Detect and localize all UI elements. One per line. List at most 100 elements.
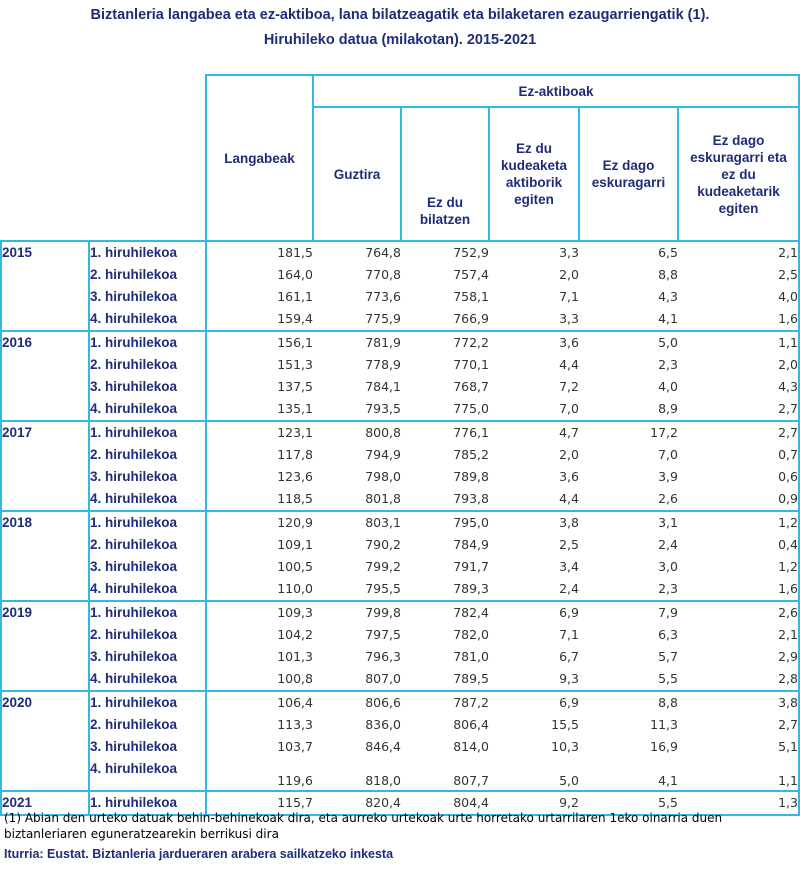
quarter-cell: 2. hiruhilekoa bbox=[89, 534, 207, 556]
quarter-cell: 2. hiruhilekoa bbox=[89, 354, 207, 376]
value-cell: 768,7 bbox=[453, 379, 489, 394]
value-cell: 123,6 bbox=[277, 469, 313, 484]
value-cell: 1,1 bbox=[678, 758, 800, 791]
value-cell: 6,5 bbox=[579, 240, 678, 264]
value-cell: 5,0 bbox=[579, 330, 678, 354]
year-cell bbox=[0, 668, 90, 691]
value-cell: 799,8 bbox=[313, 600, 401, 624]
value-cell: 109,1 bbox=[277, 537, 313, 552]
year-cell bbox=[0, 646, 90, 668]
value-cell: 1,1 bbox=[678, 330, 800, 354]
quarter-cell: 1. hiruhilekoa bbox=[89, 510, 207, 534]
col-header-guztira: Guztira bbox=[312, 106, 402, 242]
quarter-cell: 3. hiruhilekoa bbox=[89, 646, 207, 668]
value-cell: 2,4 bbox=[658, 537, 678, 552]
header-empty-cell bbox=[89, 107, 207, 241]
value-cell: 151,3 bbox=[277, 357, 313, 372]
value-cell: 104,2 bbox=[277, 627, 313, 642]
quarter-cell: 1. hiruhilekoa bbox=[89, 600, 207, 624]
value-cell: 797,5 bbox=[365, 627, 401, 642]
value-cell: 4,1 bbox=[658, 773, 678, 788]
col-header-eskuragarri: Ez dago eskuragarri bbox=[578, 106, 679, 242]
value-cell: 2,6 bbox=[658, 491, 678, 506]
value-cell: 7,1 bbox=[559, 627, 579, 642]
data-table: Langabeak Ez-aktiboak Guztira Ez du bila… bbox=[0, 74, 800, 816]
value-cell: 4,4 bbox=[559, 491, 579, 506]
source-note: Iturria: Eustat. Biztanleria jardueraren… bbox=[4, 847, 394, 861]
value-cell: 159,4 bbox=[277, 311, 313, 326]
table-row: 2. hiruhilekoa 151,3 778,9 770,1 4,4 2,3 2,0 bbox=[0, 354, 800, 376]
value-cell: 115,7 bbox=[206, 790, 313, 816]
value-cell: 156,1 bbox=[206, 330, 313, 354]
value-cell: 4,7 bbox=[489, 420, 579, 444]
value-cell: 798,0 bbox=[365, 469, 401, 484]
value-cell: 3,8 bbox=[489, 510, 579, 534]
table-row: 3. hiruhilekoa 123,6 798,0 789,8 3,6 3,9 0,6 bbox=[0, 466, 800, 488]
table-row: 2. hiruhilekoa 113,3 836,0 806,4 15,5 11,3 2,7 bbox=[0, 714, 800, 736]
value-cell: 776,1 bbox=[401, 420, 489, 444]
quarter-cell: 2. hiruhilekoa bbox=[89, 624, 207, 646]
quarter-cell: 3. hiruhilekoa bbox=[89, 286, 207, 308]
value-cell: 795,5 bbox=[365, 581, 401, 596]
value-cell: 2,1 bbox=[678, 240, 800, 264]
table-row: 3. hiruhilekoa 101,3 796,3 781,0 6,7 5,7 2,9 bbox=[0, 646, 800, 668]
year-cell bbox=[0, 578, 90, 601]
quarter-cell: 3. hiruhilekoa bbox=[89, 556, 207, 578]
value-cell: 110,0 bbox=[277, 581, 313, 596]
value-cell: 752,9 bbox=[401, 240, 489, 264]
value-cell: 3,3 bbox=[489, 240, 579, 264]
value-cell: 109,3 bbox=[206, 600, 313, 624]
value-cell: 6,9 bbox=[489, 690, 579, 714]
value-cell: 9,2 bbox=[489, 790, 579, 816]
value-cell: 770,8 bbox=[365, 267, 401, 282]
value-cell: 135,1 bbox=[277, 401, 313, 416]
value-cell: 8,8 bbox=[579, 690, 678, 714]
value-cell: 2,7 bbox=[678, 420, 800, 444]
quarter-cell: 1. hiruhilekoa bbox=[89, 240, 207, 264]
year-cell: 2016 bbox=[0, 330, 90, 354]
table-title: Biztanleria langabea eta ez-aktiboa, lan… bbox=[90, 7, 710, 23]
quarter-cell: 1. hiruhilekoa bbox=[89, 690, 207, 714]
value-cell: 758,1 bbox=[453, 289, 489, 304]
value-cell: 793,5 bbox=[365, 401, 401, 416]
year-cell bbox=[0, 556, 90, 578]
value-cell: 0,7 bbox=[678, 444, 800, 466]
value-cell: 2,6 bbox=[678, 600, 800, 624]
value-cell: 103,7 bbox=[277, 739, 313, 754]
table-row: 2020 1. hiruhilekoa 106,4 806,6 787,2 6,9 8,8 3… bbox=[0, 690, 800, 714]
table-row: 2018 1. hiruhilekoa 120,9 803,1 795,0 3,8 3,1 1… bbox=[0, 510, 800, 534]
value-cell: 6,3 bbox=[658, 627, 678, 642]
value-cell: 775,0 bbox=[453, 401, 489, 416]
quarter-cell: 2. hiruhilekoa bbox=[89, 714, 207, 736]
year-cell bbox=[0, 624, 90, 646]
quarter-cell: 3. hiruhilekoa bbox=[89, 736, 207, 758]
value-cell: 770,1 bbox=[453, 357, 489, 372]
value-cell: 16,9 bbox=[650, 739, 678, 754]
value-cell: 846,4 bbox=[365, 739, 401, 754]
value-cell: 801,8 bbox=[365, 491, 401, 506]
value-cell: 113,3 bbox=[277, 717, 313, 732]
table-row: 2. hiruhilekoa 117,8 794,9 785,2 2,0 7,0 0,7 bbox=[0, 444, 800, 466]
quarter-cell: 2. hiruhilekoa bbox=[89, 264, 207, 286]
value-cell: 5,1 bbox=[678, 736, 800, 758]
year-cell bbox=[0, 466, 90, 488]
value-cell: 807,0 bbox=[365, 671, 401, 686]
year-cell bbox=[0, 398, 90, 421]
value-cell: 836,0 bbox=[365, 717, 401, 732]
quarter-cell: 4. hiruhilekoa bbox=[89, 488, 207, 511]
value-cell: 0,9 bbox=[678, 488, 800, 511]
value-cell: 5,7 bbox=[658, 649, 678, 664]
value-cell: 5,0 bbox=[559, 773, 579, 788]
table-row: 2019 1. hiruhilekoa 109,3 799,8 782,4 6,9 7,9 2… bbox=[0, 600, 800, 624]
year-cell: 2018 bbox=[0, 510, 90, 534]
value-cell: 782,0 bbox=[453, 627, 489, 642]
quarter-cell: 4. hiruhilekoa bbox=[89, 578, 207, 601]
value-cell: 3,1 bbox=[579, 510, 678, 534]
value-cell: 3,9 bbox=[658, 469, 678, 484]
year-cell: 2017 bbox=[0, 420, 90, 444]
table-row: 4. hiruhilekoa 118,5 801,8 793,8 4,4 2,6 0,9 bbox=[0, 488, 800, 511]
value-cell: 2,4 bbox=[559, 581, 579, 596]
value-cell: 764,8 bbox=[313, 240, 401, 264]
header-empty-cell bbox=[1, 75, 89, 107]
quarter-cell: 1. hiruhilekoa bbox=[89, 790, 207, 816]
